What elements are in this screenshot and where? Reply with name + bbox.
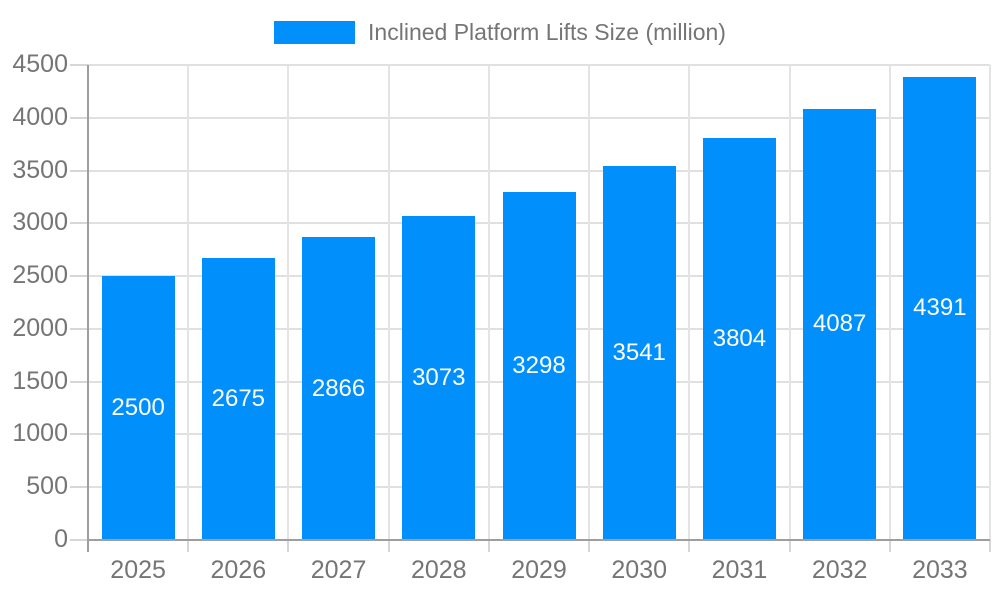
gridline-v	[888, 65, 891, 540]
x-axis-label: 2029	[511, 556, 567, 584]
y-axis-label: 1000	[12, 419, 68, 448]
y-axis-tick	[70, 539, 88, 541]
y-axis-tick	[70, 275, 88, 278]
bar-value-label: 3541	[612, 339, 666, 367]
x-axis-tick	[588, 540, 591, 552]
y-axis-label: 4000	[12, 102, 68, 131]
x-axis-label: 2033	[912, 556, 968, 584]
x-axis-tick	[287, 540, 290, 552]
x-axis-label: 2025	[110, 556, 166, 584]
bar-value-label: 3804	[712, 325, 767, 353]
gridline-v	[287, 65, 290, 540]
x-axis-tick	[989, 540, 991, 552]
x-axis-tick	[487, 540, 490, 552]
gridline-v	[187, 65, 190, 540]
gridline-v	[989, 65, 991, 540]
bar-value-label: 3298	[512, 351, 566, 379]
bar-2032[interactable]: 4087	[803, 108, 877, 540]
bar-value-label: 2500	[111, 394, 165, 422]
y-axis-tick	[70, 433, 88, 436]
bar-2025[interactable]: 2500	[101, 276, 175, 540]
gridline-v	[588, 65, 591, 540]
bar-2028[interactable]: 3073	[402, 215, 476, 540]
x-axis-label: 2028	[410, 556, 467, 584]
y-axis-label: 3000	[12, 208, 68, 237]
x-axis-tick	[187, 540, 190, 552]
y-axis-label: 500	[26, 472, 68, 501]
bar-2026[interactable]: 2675	[201, 257, 275, 540]
legend-label: Inclined Platform Lifts Size (million)	[368, 19, 726, 45]
y-axis-tick	[70, 64, 88, 66]
y-axis-label: 4500	[12, 50, 68, 78]
x-axis-label: 2032	[811, 556, 868, 584]
bar-2030[interactable]: 3541	[602, 166, 676, 540]
bar-value-label: 4087	[812, 310, 867, 338]
x-axis-label: 2026	[210, 556, 267, 584]
y-axis-tick	[70, 222, 88, 225]
y-axis-label: 2500	[12, 261, 68, 290]
x-axis-tick	[788, 540, 791, 552]
bar-value-label: 2675	[211, 384, 266, 412]
bar-2031[interactable]: 3804	[702, 138, 776, 540]
x-axis-tick	[387, 540, 390, 552]
x-axis-tick	[688, 540, 691, 552]
x-axis-tick	[888, 540, 891, 552]
y-axis-tick	[70, 486, 88, 489]
gridline-h	[88, 116, 990, 119]
y-axis-tick	[70, 116, 88, 119]
y-axis-label: 0	[54, 525, 68, 553]
x-axis-line	[88, 539, 990, 541]
y-axis-line	[87, 65, 89, 552]
bar-value-label: 2866	[311, 374, 366, 402]
x-axis-label: 2031	[711, 556, 768, 584]
gridline-h	[88, 169, 990, 172]
gridline-v	[688, 65, 691, 540]
y-axis-tick	[70, 327, 88, 330]
chart-legend: Inclined Platform Lifts Size (million)	[0, 18, 1000, 46]
gridline-h	[88, 64, 990, 66]
gridline-v	[487, 65, 490, 540]
legend-item[interactable]: Inclined Platform Lifts Size (million)	[274, 18, 726, 46]
y-axis-tick	[70, 169, 88, 172]
bar-2029[interactable]: 3298	[502, 191, 576, 540]
y-axis-label: 3500	[12, 155, 68, 184]
plot-area: 2500 2675 2866 3073 3298 3541 3804 4087 4391	[88, 64, 991, 541]
x-axis-label: 2030	[611, 556, 668, 584]
gridline-v	[387, 65, 390, 540]
bar-2027[interactable]: 2866	[302, 237, 376, 540]
legend-swatch-icon	[274, 20, 356, 44]
bar-2033[interactable]: 4391	[903, 76, 977, 540]
gridline-v	[788, 65, 791, 540]
y-axis-tick	[70, 380, 88, 383]
x-axis-label: 2027	[310, 556, 367, 584]
y-axis-label: 1500	[12, 366, 68, 395]
y-axis-label: 2000	[12, 313, 68, 342]
bar-value-label: 4391	[913, 294, 967, 322]
bar-value-label: 3073	[412, 363, 466, 391]
